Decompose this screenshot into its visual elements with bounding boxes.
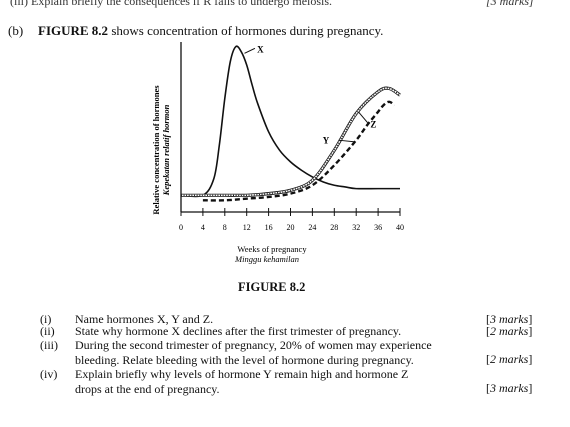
question-text: Name hormones X, Y and Z. bbox=[75, 312, 214, 326]
part-label: (b) bbox=[8, 23, 24, 38]
question-marks: [2 marks] bbox=[486, 352, 533, 366]
question-text: Explain briefly why levels of hormone Y … bbox=[75, 367, 409, 396]
series-y-label: Y bbox=[323, 136, 330, 146]
y-axis-label-alt: Kepekatan relatif hormon bbox=[161, 104, 171, 196]
y-axis-label: Relative concentration of hormones bbox=[151, 85, 161, 215]
x-tick-label: 20 bbox=[287, 223, 295, 232]
series-x-leader bbox=[244, 47, 256, 54]
x-tick-label: 28 bbox=[330, 223, 338, 232]
question-number: (iii) bbox=[40, 338, 58, 352]
cut-off-question-line: (iii) Explain briefly the consequences i… bbox=[10, 0, 333, 8]
x-tick-label: 0 bbox=[179, 223, 183, 232]
x-tick-label: 32 bbox=[352, 223, 360, 232]
series-z-leader bbox=[358, 111, 369, 124]
figure-caption: FIGURE 8.2 bbox=[238, 280, 306, 294]
question-text: State why hormone X declines after the f… bbox=[75, 324, 402, 338]
x-axis-label-alt: Minggu kehamilan bbox=[234, 254, 299, 264]
intro-text: shows concentration of hormones during p… bbox=[108, 23, 384, 38]
series-x-line bbox=[180, 45, 401, 198]
x-tick-label: 24 bbox=[308, 223, 316, 232]
x-axis-label: Weeks of pregnancy bbox=[237, 244, 307, 254]
x-tick-label: 36 bbox=[374, 223, 382, 232]
series-x-label: X bbox=[257, 45, 264, 55]
question-text: During the second trimester of pregnancy… bbox=[75, 338, 432, 367]
hormone-chart: 0 4 8 12 16 20 24 28 32 36 40 X Y Z Relative concent… bbox=[145, 40, 425, 280]
question-number: (ii) bbox=[40, 324, 55, 338]
x-tick-label: 8 bbox=[223, 223, 227, 232]
question-marks: [3 marks] bbox=[486, 312, 533, 326]
question-marks: [3 marks] bbox=[486, 381, 533, 395]
series-y-line bbox=[202, 100, 396, 202]
question-number: (i) bbox=[40, 312, 52, 326]
question-number: (iv) bbox=[40, 367, 58, 381]
series-z-label: Z bbox=[370, 120, 376, 130]
hormone-chart-svg: 0 4 8 12 16 20 24 28 32 36 40 X Y Z Relative concent… bbox=[151, 42, 404, 264]
x-tick-label: 16 bbox=[265, 223, 273, 232]
figure-reference: FIGURE 8.2 bbox=[38, 23, 109, 38]
series-y-leader bbox=[338, 139, 356, 143]
series-z-line bbox=[180, 87, 401, 197]
x-tick-label: 4 bbox=[201, 223, 205, 232]
part-intro: FIGURE 8.2 shows concentration of hormon… bbox=[38, 23, 383, 39]
x-tick-label: 12 bbox=[243, 223, 251, 232]
question-marks: [2 marks] bbox=[486, 324, 533, 338]
x-tick-label: 40 bbox=[396, 223, 404, 232]
cut-off-question-marks: [3 marks] bbox=[486, 0, 534, 8]
